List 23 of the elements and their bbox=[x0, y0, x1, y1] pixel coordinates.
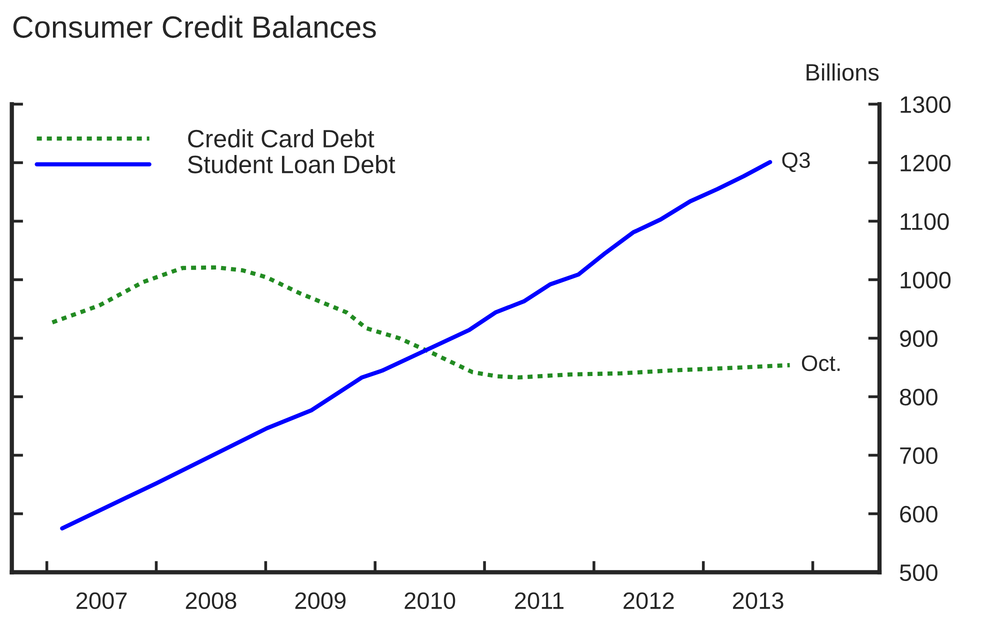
x-tick-label: 2012 bbox=[624, 592, 674, 610]
y-tick-label: 700 bbox=[900, 447, 938, 464]
y-tick-label: 1100 bbox=[900, 213, 949, 230]
x-tick-label: 2010 bbox=[404, 592, 456, 610]
x-tick-label: 2013 bbox=[732, 592, 784, 610]
y-tick-label: 900 bbox=[900, 330, 938, 347]
chart-title: Consumer Credit Balances bbox=[13, 16, 376, 38]
legend-label: Student Loan Debt bbox=[188, 154, 396, 174]
x-tick-label: 2011 bbox=[515, 592, 564, 610]
x-tick-label: 2007 bbox=[76, 592, 127, 610]
y-tick-label: 500 bbox=[900, 564, 938, 582]
x-tick-label: 2009 bbox=[295, 592, 346, 610]
y-axis-title: Billions bbox=[806, 63, 879, 81]
x-tick-label: 2008 bbox=[186, 592, 236, 610]
annotation: Q3 bbox=[782, 152, 810, 172]
line-series bbox=[50, 265, 792, 380]
annotation: Oct. bbox=[802, 355, 840, 372]
y-tick-label: 1200 bbox=[900, 154, 951, 172]
y-tick-label: 600 bbox=[900, 506, 938, 523]
legend-label: Credit Card Debt bbox=[188, 129, 374, 148]
y-tick-label: 1300 bbox=[900, 96, 951, 113]
y-tick-label: 1000 bbox=[900, 272, 951, 288]
y-tick-label: 800 bbox=[900, 388, 938, 406]
